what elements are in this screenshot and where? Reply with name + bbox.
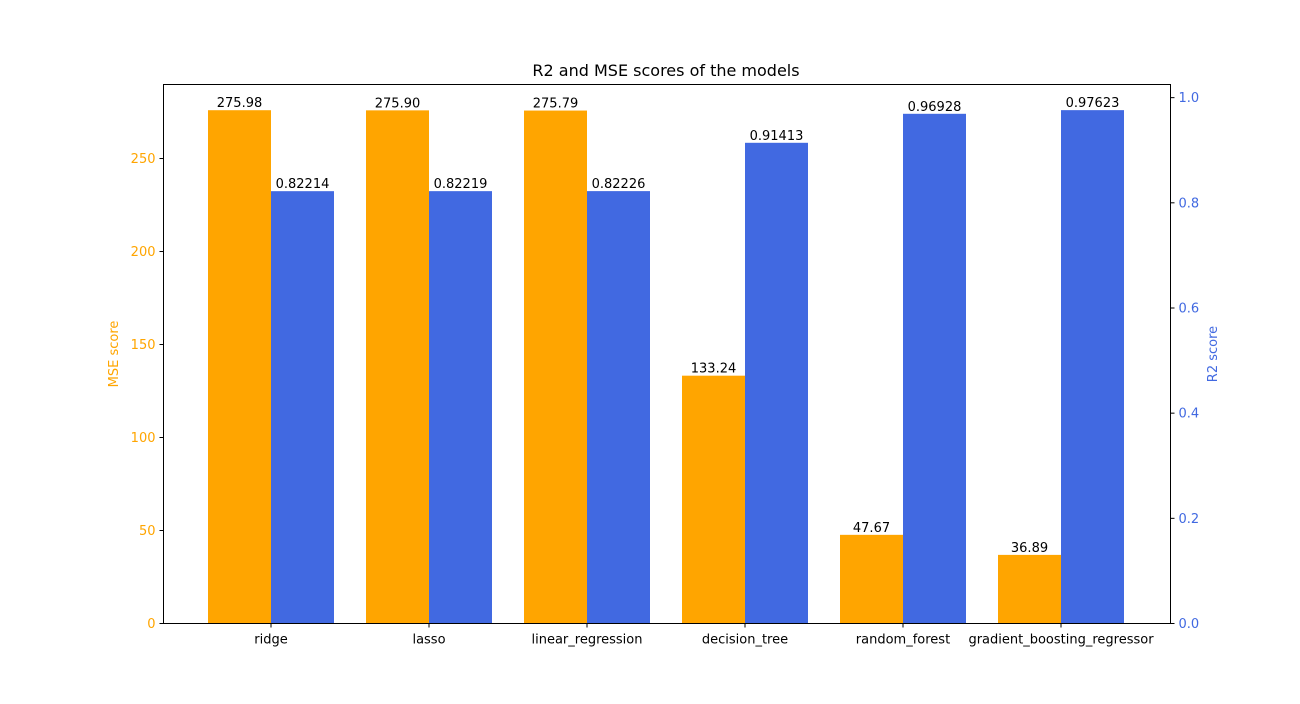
left-axis-tick-label: 50 [139, 524, 156, 539]
right-axis-tick-label: 1.0 [1179, 91, 1200, 106]
x-axis-category-label: ridge [254, 633, 287, 648]
left-axis-tick-label: 150 [131, 338, 156, 353]
mse-value-label-linear-regression: 275.79 [533, 97, 579, 112]
right-y-axis: 0.0 0.2 0.4 0.6 0.8 1.0 R2 score [1170, 91, 1221, 632]
right-axis-tick-label: 0.2 [1179, 512, 1200, 527]
chart-title: R2 and MSE scores of the models [532, 61, 799, 80]
mse-value-label-decision-tree: 133.24 [691, 362, 737, 377]
x-axis-category-label: lasso [412, 633, 445, 648]
left-axis-label: MSE score [107, 321, 122, 388]
mse-value-label-lasso: 275.90 [375, 96, 421, 111]
r2-bar-ridge [271, 191, 334, 624]
mse-bar-linear-regression [524, 110, 587, 624]
plot-frame [163, 84, 1171, 624]
mse-value-label-ridge: 275.98 [217, 96, 263, 111]
value-labels-layer: 275.98 275.90 275.79 133.24 47.67 36.89 0.8221… [217, 96, 1120, 556]
right-axis-tick-label: 0.4 [1179, 407, 1200, 422]
mse-value-label-gradient-boosting-regressor: 36.89 [1011, 541, 1048, 556]
r2-value-label-linear-regression: 0.82226 [592, 177, 646, 192]
mse-bar-ridge [208, 110, 271, 624]
r2-bar-linear-regression [587, 191, 650, 624]
x-axis: ridge lasso linear_regression decision_tree… [254, 623, 1154, 648]
r2-bar-decision-tree [745, 142, 808, 624]
left-axis-tick-label: 100 [131, 431, 156, 446]
left-axis-tick-label: 200 [131, 245, 156, 260]
x-axis-category-label: random_forest [856, 633, 950, 648]
r2-bar-random-forest [903, 113, 966, 624]
r2-value-label-lasso: 0.82219 [434, 177, 488, 192]
left-y-axis: 0 50 100 150 200 250 MSE score [107, 152, 164, 632]
right-axis-tick-label: 0.0 [1179, 617, 1200, 632]
x-axis-category-label: decision_tree [702, 633, 788, 648]
left-axis-tick-label: 250 [131, 152, 156, 167]
x-axis-category-label: linear_regression [532, 633, 643, 648]
right-axis-tick-label: 0.8 [1179, 196, 1200, 211]
r2-value-label-random-forest: 0.96928 [908, 100, 962, 115]
mse-bar-decision-tree [682, 375, 745, 624]
right-axis-label: R2 score [1206, 326, 1221, 382]
mse-bar-random-forest [840, 534, 903, 624]
r2-bar-gradient-boosting-regressor [1061, 110, 1124, 624]
r2-value-label-gradient-boosting-regressor: 0.97623 [1066, 96, 1120, 111]
mse-value-label-random-forest: 47.67 [853, 521, 890, 536]
x-axis-category-label: gradient_boosting_regressor [968, 633, 1154, 648]
mse-bar-lasso [366, 110, 429, 624]
r2-value-label-ridge: 0.82214 [276, 177, 330, 192]
r2-bar-lasso [429, 191, 492, 624]
r2-value-label-decision-tree: 0.91413 [750, 129, 804, 144]
mse-bar-gradient-boosting-regressor [998, 554, 1061, 624]
right-axis-tick-label: 0.6 [1179, 301, 1200, 316]
bars-layer [208, 110, 1124, 624]
left-axis-tick-label: 0 [147, 617, 155, 632]
